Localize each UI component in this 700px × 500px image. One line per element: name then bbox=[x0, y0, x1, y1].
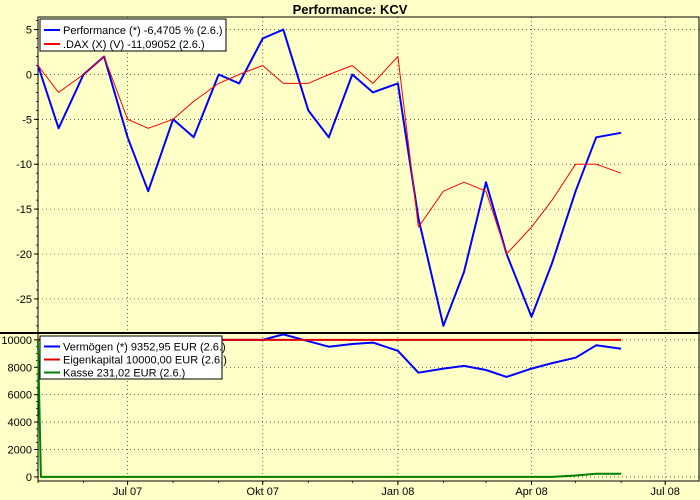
legend-label: Kasse 231,02 EUR (2.6.) bbox=[63, 368, 185, 380]
x-axis-ticks: Jul 07 Okt 07 Jan 08 Apr 08 Jul 08 bbox=[37, 481, 680, 498]
y-tick-label: -15 bbox=[16, 204, 32, 216]
performance-plot-area bbox=[37, 16, 700, 334]
x-tick-label: Jul 07 bbox=[113, 486, 142, 498]
vermoegen-y-ticks: 10000 8000 6000 4000 2000 0 bbox=[1, 332, 38, 484]
y-tick-label: -10 bbox=[16, 159, 32, 171]
y-tick-label: 8000 bbox=[8, 362, 32, 374]
vermoegen-panel: 10000 8000 6000 4000 2000 0 Vermögen (*) 9352… bbox=[1, 332, 700, 484]
x-tick-label: Jul 08 bbox=[651, 486, 680, 498]
chart-title: Performance: KCV bbox=[293, 2, 408, 17]
y-tick-label: 10000 bbox=[1, 335, 32, 347]
performance-y-ticks: 5 0 -5 -10 -15 -20 -25 bbox=[16, 20, 38, 327]
series-line-3 bbox=[37, 339, 622, 478]
x-tick-label: Okt 07 bbox=[247, 486, 279, 498]
y-tick-label: 0 bbox=[26, 472, 32, 484]
performance-panel: 5 0 -5 -10 -15 -20 -25 Performance (*) -6,4705… bbox=[16, 16, 700, 334]
series-line-1 bbox=[37, 28, 622, 327]
performance-legend: Performance (*) -6,4705 % (2.6.) .DAX (X)… bbox=[39, 18, 227, 52]
performance-lines bbox=[37, 28, 622, 327]
vermoegen-legend: Vermögen (*) 9352,95 EUR (2.6.)Eigenkapi… bbox=[39, 335, 227, 380]
legend-label: .DAX (X) (V) -11,09052 (2.6.) bbox=[63, 39, 205, 51]
legend-label: Vermögen (*) 9352,95 EUR (2.6.) bbox=[63, 342, 226, 354]
y-tick-label: 5 bbox=[26, 25, 32, 37]
y-tick-label: 0 bbox=[26, 69, 32, 81]
y-tick-label: 2000 bbox=[8, 444, 32, 456]
y-tick-label: 4000 bbox=[8, 417, 32, 429]
y-tick-label: 6000 bbox=[8, 390, 32, 402]
performance-grid bbox=[38, 17, 699, 333]
x-tick-label: Apr 08 bbox=[515, 486, 547, 498]
y-tick-label: -20 bbox=[16, 249, 32, 261]
y-tick-label: -5 bbox=[22, 114, 32, 126]
legend-box bbox=[39, 335, 223, 380]
series-line-2 bbox=[37, 56, 622, 255]
legend-label: Eigenkapital 10000,00 EUR (2.6.) bbox=[63, 355, 227, 367]
legend-label: Performance (*) -6,4705 % (2.6.) bbox=[63, 25, 223, 37]
y-tick-label: -25 bbox=[16, 294, 32, 306]
x-tick-label: Jan 08 bbox=[381, 486, 414, 498]
legend-box bbox=[39, 18, 227, 52]
